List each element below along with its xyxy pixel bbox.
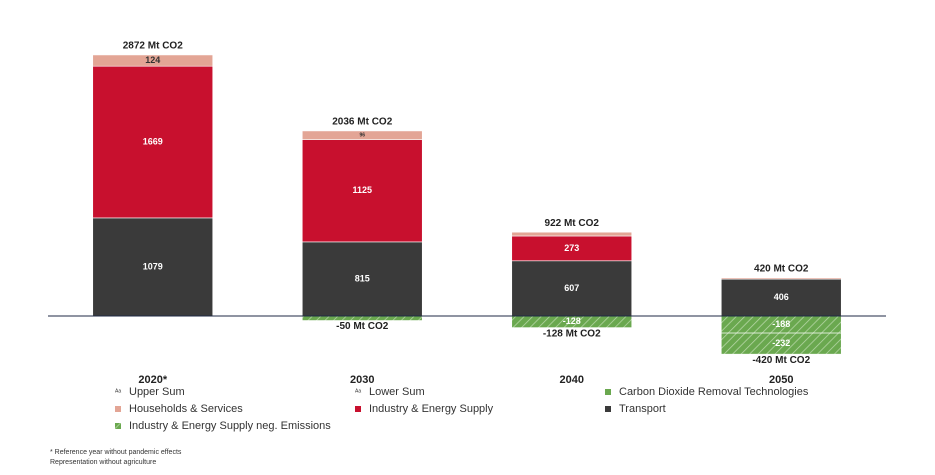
bar-segment <box>301 241 423 317</box>
upper-sum-label: 420 Mt CO2 <box>754 263 809 274</box>
value-label: 1669 <box>143 136 163 146</box>
legend-label: Industry & Energy Supply neg. Emissions <box>129 420 331 432</box>
value-label: 1125 <box>352 185 372 195</box>
bar-segment <box>720 278 842 317</box>
lower-sum-label: -420 Mt CO2 <box>752 355 810 366</box>
legend-label: Households & Services <box>129 403 243 415</box>
x-tick-label: 2030 <box>350 374 374 386</box>
legend-swatch <box>115 406 121 412</box>
bar-segment <box>301 315 423 321</box>
bar-segment <box>301 139 423 243</box>
legend-swatch <box>605 406 611 412</box>
x-tick-label: 2050 <box>769 374 793 386</box>
bar-segment <box>720 332 842 355</box>
bar-segment <box>92 54 214 67</box>
legend-icon: Aa <box>115 388 121 394</box>
footnote: * Reference year without pandemic effect… <box>50 449 182 456</box>
x-tick-label: 2020* <box>138 374 167 386</box>
legend-label: Lower Sum <box>369 386 425 398</box>
value-label: 1079 <box>143 261 163 271</box>
bar-segment <box>720 277 842 280</box>
value-label: 815 <box>355 273 370 283</box>
value-label: -128 <box>563 316 581 326</box>
bar-segment <box>301 130 423 140</box>
legend-label: Carbon Dioxide Removal Technologies <box>619 386 809 398</box>
legend-label: Industry & Energy Supply <box>369 403 494 415</box>
bar-segment <box>511 231 633 237</box>
upper-sum-label: 922 Mt CO2 <box>545 218 600 229</box>
legend-swatch <box>355 406 361 412</box>
value-label: 124 <box>145 55 160 65</box>
value-label: 273 <box>564 243 579 253</box>
legend-swatch <box>115 423 121 429</box>
upper-sum-label: 2872 Mt CO2 <box>123 41 183 52</box>
value-label: -232 <box>772 338 790 348</box>
upper-sum-label: 2036 Mt CO2 <box>332 117 392 128</box>
bar-segment <box>92 65 214 219</box>
value-label: 607 <box>564 283 579 293</box>
lower-sum-label: -128 Mt CO2 <box>543 328 601 339</box>
value-label: 96 <box>359 133 365 139</box>
value-label: 406 <box>774 292 789 302</box>
legend-swatch <box>605 389 611 395</box>
x-tick-label: 2040 <box>560 374 584 386</box>
value-label: -188 <box>772 319 790 329</box>
lower-sum-label: -50 Mt CO2 <box>336 321 389 332</box>
legend-label: Upper Sum <box>129 386 185 398</box>
legend-icon: Aa <box>355 388 361 394</box>
legend-label: Transport <box>619 403 666 415</box>
footnote: Representation without agriculture <box>50 459 156 466</box>
bar-segment <box>92 217 214 317</box>
